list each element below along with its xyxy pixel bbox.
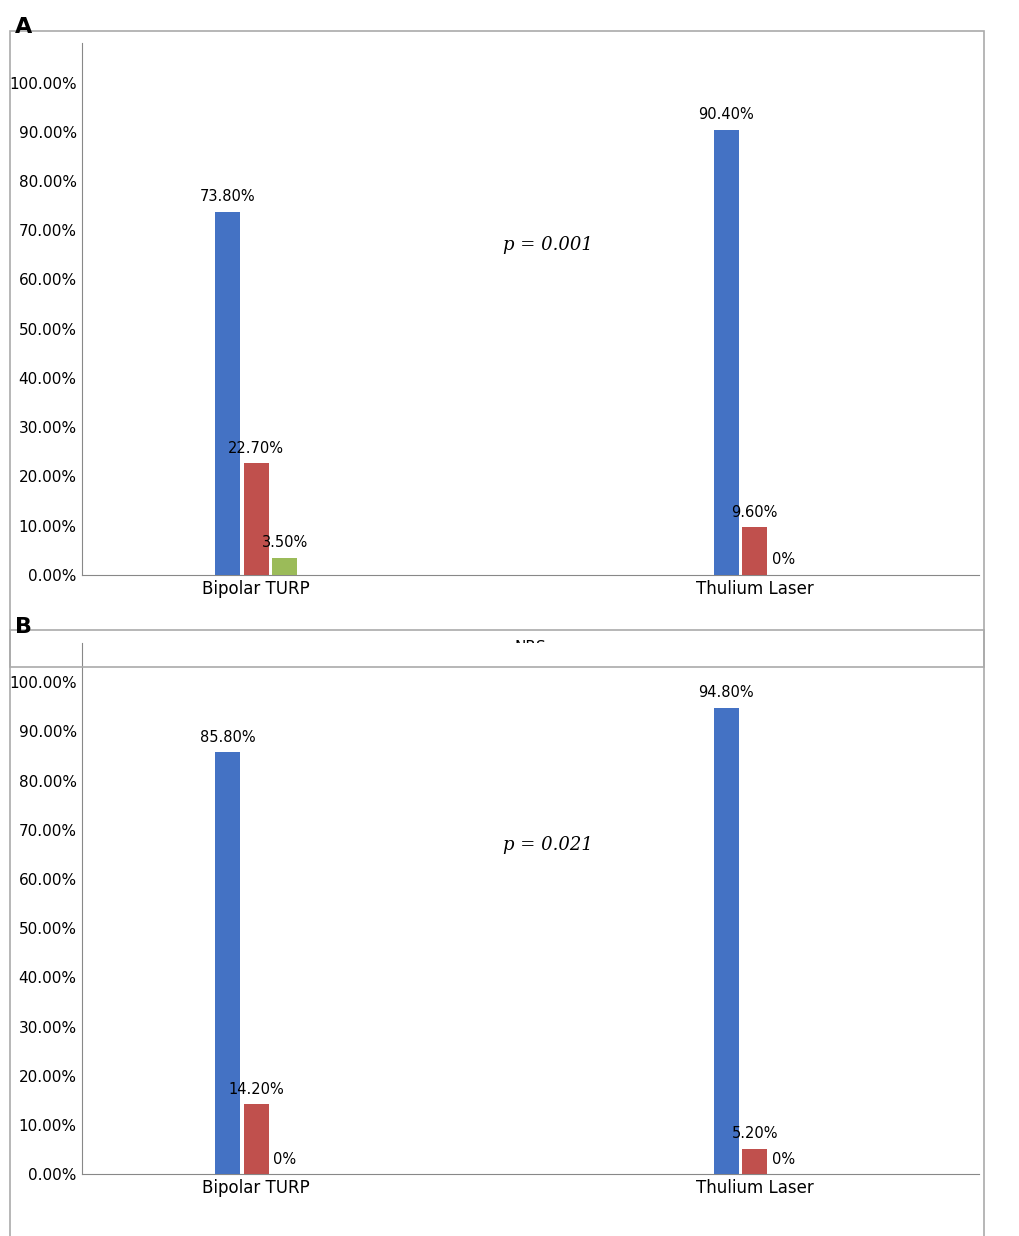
Text: p = 0.001: p = 0.001 — [503, 236, 593, 255]
Text: 0%: 0% — [771, 1152, 794, 1167]
Text: A: A — [15, 17, 33, 37]
Text: 73.80%: 73.80% — [200, 189, 255, 204]
Legend: 0-1, 2-3, > =4: 0-1, 2-3, > =4 — [435, 1234, 625, 1236]
Bar — [713, 130, 738, 575]
Text: 90.40%: 90.40% — [698, 108, 753, 122]
Text: 0%: 0% — [771, 552, 794, 567]
Bar — [713, 708, 738, 1174]
Bar — [244, 464, 268, 575]
Text: 3.50%: 3.50% — [262, 535, 308, 550]
Bar — [244, 1104, 268, 1174]
Bar — [272, 557, 297, 575]
Bar — [742, 1148, 766, 1174]
Text: 94.80%: 94.80% — [698, 685, 753, 701]
Text: 9.60%: 9.60% — [731, 506, 777, 520]
Text: 14.20%: 14.20% — [228, 1082, 283, 1096]
Text: 22.70%: 22.70% — [228, 441, 284, 456]
Legend: 0-1, 2-3, >=4: 0-1, 2-3, >=4 — [437, 634, 623, 684]
Bar — [215, 211, 239, 575]
Bar — [742, 528, 766, 575]
Text: p = 0.021: p = 0.021 — [503, 836, 593, 854]
Bar — [215, 751, 239, 1174]
Text: 5.20%: 5.20% — [731, 1126, 777, 1141]
Text: B: B — [15, 617, 33, 637]
Text: 0%: 0% — [273, 1152, 297, 1167]
Text: 85.80%: 85.80% — [200, 729, 255, 744]
